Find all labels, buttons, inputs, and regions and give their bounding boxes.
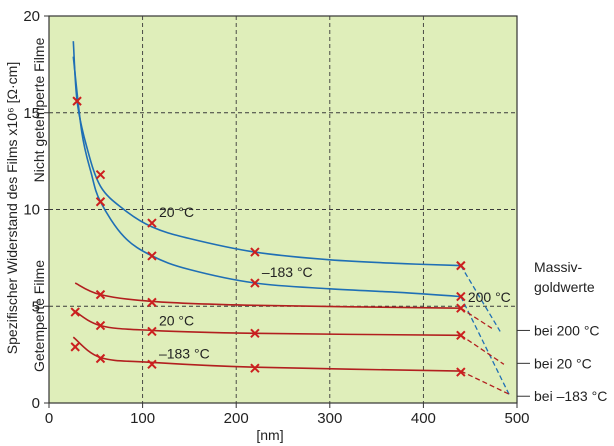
data-point xyxy=(456,367,466,377)
data-point-stroke xyxy=(72,96,82,106)
data-point-stroke xyxy=(95,353,106,364)
data-point-stroke xyxy=(70,307,80,317)
data-point xyxy=(147,359,157,370)
y-tick-label: 20 xyxy=(23,8,40,25)
bulk-label: bei –183 °C xyxy=(534,388,607,404)
data-point xyxy=(456,330,466,340)
region-label-lower: Getemperte Filme xyxy=(31,260,47,372)
data-point-stroke xyxy=(250,328,260,339)
data-point-stroke xyxy=(147,251,157,261)
data-point xyxy=(95,289,106,300)
measurement-markers xyxy=(70,96,466,377)
series-label: 200 °C xyxy=(468,289,511,305)
series-line xyxy=(72,41,461,267)
data-point-stroke xyxy=(456,260,466,271)
x-tick-label: 500 xyxy=(504,410,529,427)
data-point-stroke xyxy=(95,169,106,180)
x-tick-label: 400 xyxy=(411,410,436,427)
bulk-title: Massiv- xyxy=(534,259,583,275)
data-point-stroke xyxy=(456,303,466,313)
data-point-stroke xyxy=(250,278,260,288)
region-label-upper: Nicht getemperte Filme xyxy=(31,37,47,182)
series-extrapolation xyxy=(460,334,505,365)
data-point xyxy=(147,218,157,228)
data-point-stroke xyxy=(250,247,260,257)
data-point xyxy=(95,197,106,207)
data-point xyxy=(147,297,157,308)
y-tick-label: 10 xyxy=(23,202,40,219)
series-line xyxy=(72,309,461,337)
data-point-stroke xyxy=(250,363,260,373)
y-axis-label: Spezifischer Widerstand des Films x10⁶ [… xyxy=(4,62,20,354)
data-point-stroke xyxy=(95,320,106,331)
data-point xyxy=(250,247,260,257)
bulk-label: bei 20 °C xyxy=(534,355,592,371)
data-point-stroke xyxy=(95,197,106,207)
tick-labels: 0 100 200 300 400 500 0 5 10 15 20 xyxy=(23,8,529,427)
series-extrapolation xyxy=(460,265,501,332)
data-point xyxy=(147,326,157,337)
data-point-stroke xyxy=(456,330,466,340)
data-point xyxy=(72,96,82,106)
data-point-stroke xyxy=(147,359,157,370)
data-point xyxy=(70,342,80,352)
x-tick-label: 200 xyxy=(224,410,249,427)
y-tick-label: 15 xyxy=(23,105,40,122)
data-point xyxy=(456,260,466,271)
series-extrapolation xyxy=(460,370,512,396)
bulk-gold-values: Massiv-goldwerte bei 200 °C bei 20 °C bei –… xyxy=(517,259,607,404)
data-point xyxy=(456,291,466,302)
series-line xyxy=(74,282,461,309)
data-point xyxy=(147,251,157,261)
data-point-stroke xyxy=(147,326,157,337)
data-point xyxy=(95,169,106,180)
data-point-stroke xyxy=(147,218,157,228)
y-tick-label: 5 xyxy=(32,298,40,315)
data-point xyxy=(95,320,106,331)
series-extrapolation xyxy=(460,307,494,331)
bulk-label: bei 200 °C xyxy=(534,322,600,338)
y-tick-label: 0 xyxy=(32,395,40,412)
series-label: 20 °C xyxy=(159,204,194,220)
data-point-stroke xyxy=(456,291,466,302)
bulk-title: goldwerte xyxy=(534,279,595,295)
data-point-stroke xyxy=(95,289,106,300)
data-point xyxy=(250,278,260,288)
data-point-stroke xyxy=(456,367,466,377)
data-point xyxy=(70,307,80,317)
data-point xyxy=(250,328,260,339)
series-label: –183 °C xyxy=(159,345,210,361)
data-point xyxy=(95,353,106,364)
x-axis-label: [nm] xyxy=(256,427,283,443)
series-label: –183 °C xyxy=(262,264,313,280)
x-tick-label: 100 xyxy=(130,410,155,427)
data-point-stroke xyxy=(147,297,157,308)
data-point xyxy=(250,363,260,373)
data-point-stroke xyxy=(70,342,80,352)
x-tick-label: 0 xyxy=(45,410,53,427)
series-annotations: 20 °C –183 °C 200 °C 20 °C –183 °C xyxy=(159,204,511,361)
series-label: 20 °C xyxy=(159,312,194,328)
data-point xyxy=(456,303,466,313)
x-tick-label: 300 xyxy=(317,410,342,427)
